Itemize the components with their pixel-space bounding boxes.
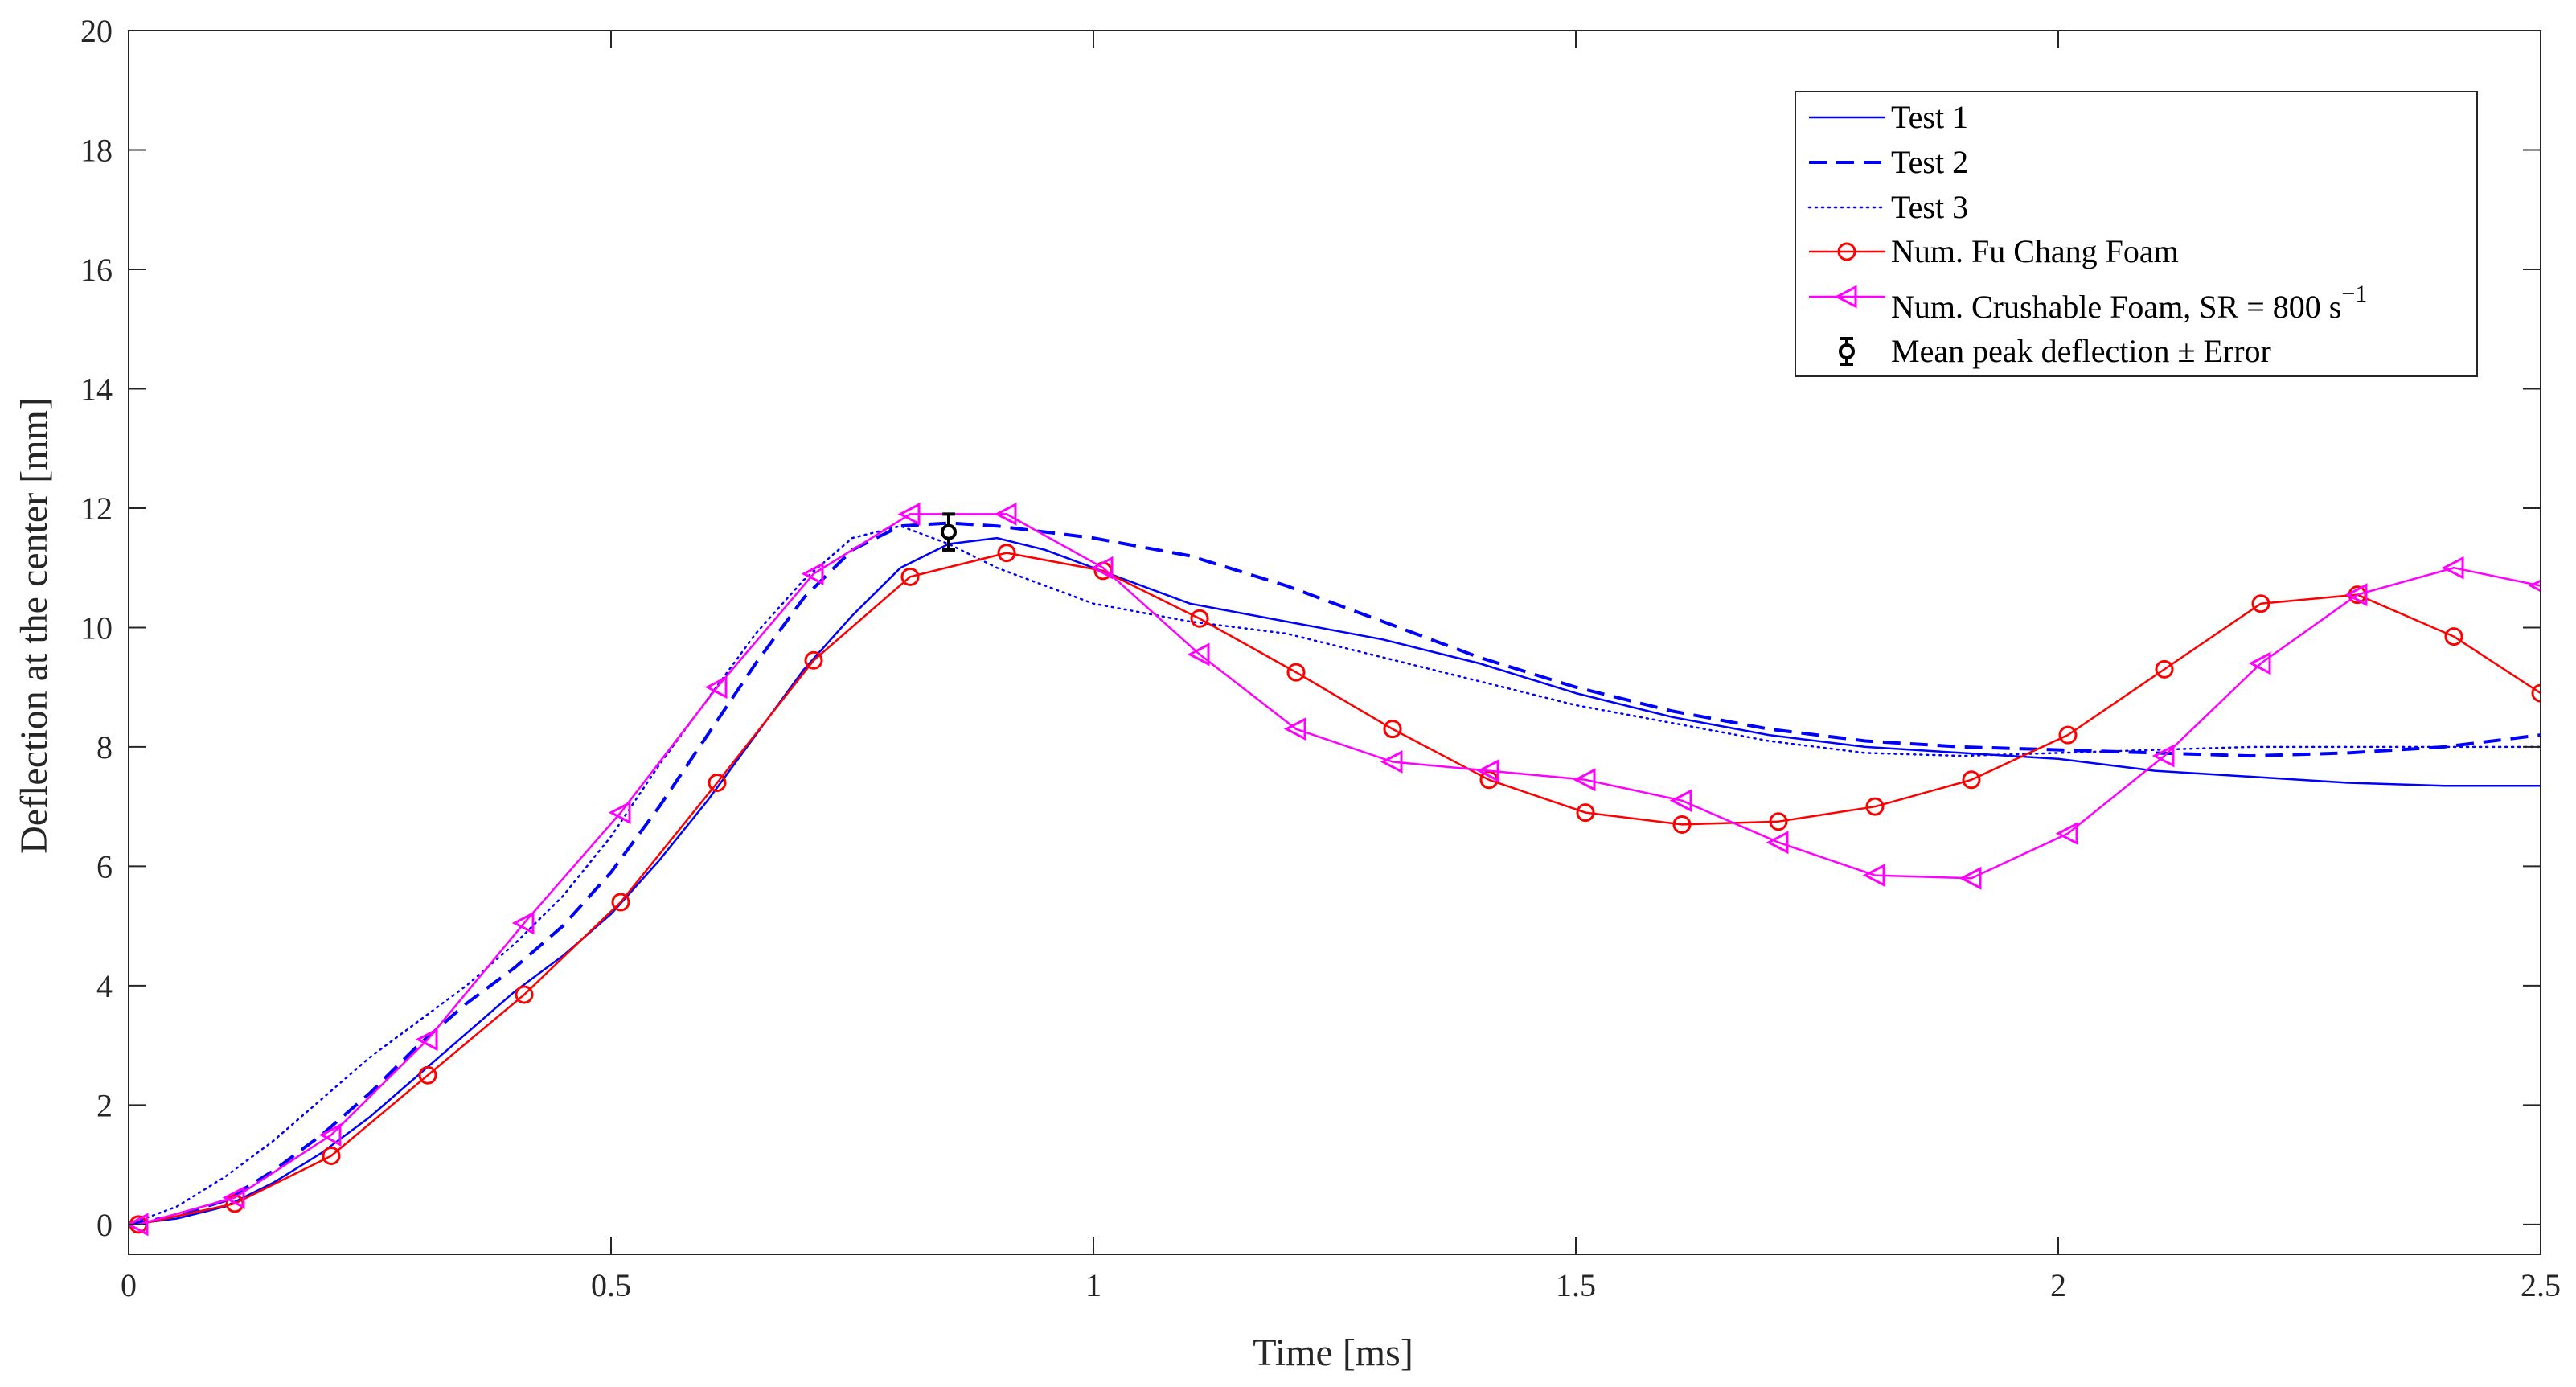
- x-axis-title: Time [ms]: [1253, 1332, 1413, 1374]
- series-4-point: [708, 773, 727, 792]
- legend-marker-crushable: [1834, 285, 1857, 309]
- series-5-point: [704, 675, 728, 700]
- series-3-group: [129, 524, 2541, 1226]
- x-tick-label: 0.5: [591, 1267, 631, 1303]
- error-bar-marker: [941, 523, 957, 540]
- series-4-point: [418, 1065, 437, 1085]
- series-4-point: [2444, 627, 2463, 646]
- series-4-point: [2058, 725, 2078, 745]
- series-1-group: [129, 536, 2541, 1226]
- series-4-point: [611, 893, 630, 912]
- axes: 0 0.5 1 1.5 2 2.5 0 2 4 6 8 10 12 14 16 18 20: [80, 13, 2561, 1303]
- x-tick-label: 2: [2050, 1267, 2066, 1303]
- series-4-point: [1865, 797, 1885, 816]
- x-tick-label: 2.5: [2521, 1267, 2561, 1303]
- series-3-line: [129, 524, 2541, 1226]
- legend-label-crushable: Num. Crushable Foam, SR = 800 s−1: [1891, 281, 2367, 325]
- series-5-point: [1862, 864, 1885, 888]
- y-axis-title: Deflection at the center [mm]: [13, 397, 55, 854]
- series-5-point: [1380, 750, 1403, 774]
- legend: Test 1 Test 2 Test 3 Num. Fu Chang Foam …: [1795, 91, 2478, 377]
- series-5-point: [1766, 831, 1789, 855]
- error-bar-group: [941, 512, 957, 552]
- series-4-point: [1383, 720, 1402, 739]
- x-tick-label: 1: [1085, 1267, 1101, 1303]
- series-5-point: [2441, 556, 2464, 580]
- series-2-group: [129, 521, 2541, 1226]
- series-5-point: [1476, 759, 1499, 783]
- series-4-point: [997, 544, 1016, 563]
- legend-marker-fu-chang: [1837, 242, 1856, 261]
- series-5-point: [1669, 789, 1692, 813]
- y-tick-label: 18: [80, 132, 113, 168]
- y-tick-label: 14: [80, 371, 113, 407]
- series-1-line: [129, 536, 2541, 1226]
- legend-label-test-3: Test 3: [1891, 189, 1968, 225]
- series-5-point: [2344, 583, 2368, 607]
- legend-label-mean-peak: Mean peak deflection ± Error: [1891, 333, 2271, 369]
- series-4-point: [900, 567, 920, 586]
- series-4-point: [804, 650, 823, 670]
- legend-label-test-1: Test 1: [1891, 99, 1968, 135]
- series-5-point: [2055, 822, 2078, 846]
- y-tick-label: 20: [80, 13, 113, 49]
- legend-label-crushable-text: Num. Crushable Foam, SR = 800 s: [1891, 289, 2341, 325]
- y-tick-label: 8: [96, 729, 113, 765]
- series-4-point: [1672, 815, 1692, 834]
- series-5-point: [994, 502, 1017, 526]
- legend-label-fu-chang: Num. Fu Chang Foam: [1891, 233, 2179, 269]
- x-tick-label: 0: [121, 1267, 137, 1303]
- series-5-point: [801, 562, 824, 586]
- series-5-point: [222, 1185, 245, 1209]
- legend-errorbar-marker: [1839, 343, 1855, 359]
- series-5-point: [511, 911, 535, 935]
- series-4-point: [322, 1146, 341, 1165]
- series-layer: [129, 502, 2541, 1237]
- y-tick-label: 2: [96, 1087, 113, 1123]
- y-tick-label: 10: [80, 609, 113, 646]
- series-4-point: [1769, 812, 1788, 831]
- series-4-point: [515, 985, 534, 1004]
- y-tick-label: 4: [96, 968, 113, 1004]
- series-5-point: [608, 801, 631, 825]
- y-tick-label: 16: [80, 252, 113, 288]
- x-tick-label: 1.5: [1556, 1267, 1596, 1303]
- series-5-point: [1187, 642, 1210, 667]
- series-5-point: [1283, 717, 1306, 741]
- series-2-line: [129, 521, 2541, 1226]
- series-4-point: [2531, 683, 2541, 703]
- series-5-group: [129, 502, 2541, 1237]
- series-5-point: [897, 502, 921, 526]
- series-5-point: [1090, 556, 1114, 580]
- series-4-point: [1286, 663, 1306, 682]
- y-tick-label: 6: [96, 848, 113, 884]
- series-5-point: [129, 1213, 149, 1237]
- series-5-point: [1959, 866, 1982, 890]
- series-4-point: [2155, 659, 2174, 679]
- legend-box: [1795, 91, 2478, 377]
- axes-frame: [128, 30, 2541, 1255]
- legend-label-test-2: Test 2: [1891, 144, 1968, 180]
- series-5-point: [2248, 651, 2271, 675]
- legend-label-crushable-superscript: −1: [2341, 281, 2367, 307]
- series-4-point: [1190, 609, 1209, 628]
- series-4-line: [137, 552, 2541, 1226]
- series-5-point: [415, 1028, 438, 1052]
- series-clip-group: [129, 502, 2541, 1237]
- series-5-point: [318, 1123, 342, 1147]
- series-5-point: [1573, 768, 1596, 792]
- series-5-point: [2151, 744, 2175, 768]
- y-tick-label: 12: [80, 490, 113, 527]
- series-4-point: [1962, 770, 1981, 790]
- series-4-point: [2251, 594, 2270, 613]
- y-tick-label: 0: [96, 1207, 113, 1243]
- series-4-point: [1576, 803, 1595, 823]
- series-5-line: [137, 513, 2541, 1226]
